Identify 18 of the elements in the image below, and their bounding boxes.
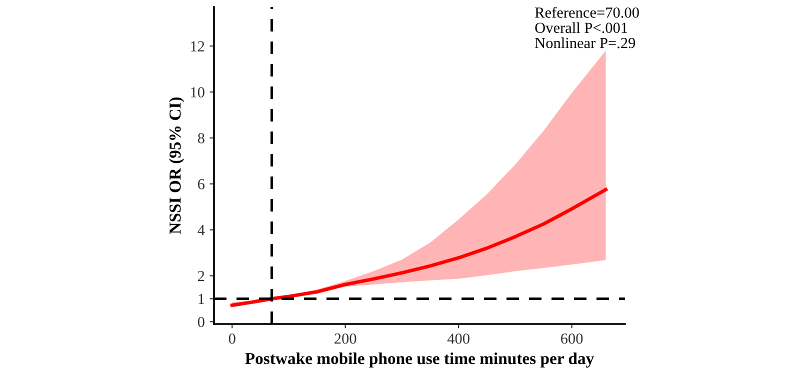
annotation: Nonlinear P=.29: [535, 37, 636, 48]
x-axis-title: Postwake mobile phone use time minutes per day: [245, 352, 594, 368]
y-tick-label: 10: [191, 87, 204, 98]
annotation: Reference=70.00: [535, 6, 639, 18]
y-tick-label: 2: [198, 270, 204, 282]
x-tick-label: 400: [447, 333, 470, 344]
x-tick-label: 0: [228, 333, 236, 344]
y-tick-label: 12: [191, 41, 204, 52]
y-axis-title: NSSI OR (95% CI): [169, 97, 184, 234]
x-tick-label: 200: [334, 333, 356, 344]
y-tick-label: 8: [198, 133, 204, 144]
y-tick-label: 1: [198, 294, 204, 304]
line-series: [230, 188, 608, 307]
y-tick-label: 4: [198, 225, 205, 236]
y-tick-label: 6: [198, 179, 205, 190]
annotation: Overall P<.001: [535, 22, 628, 34]
x-tick-label: 600: [560, 333, 583, 344]
y-tick-label: 0: [198, 316, 204, 328]
